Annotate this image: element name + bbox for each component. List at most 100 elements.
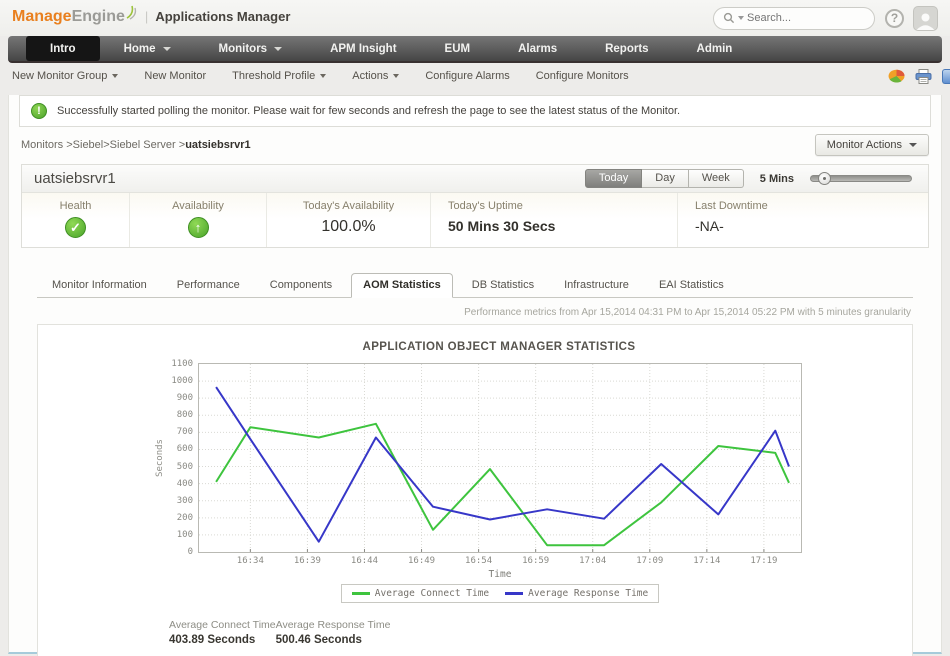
breadcrumb[interactable]: Monitors >Siebel>Siebel Server >uatsiebs… [21, 139, 251, 151]
period-button-week[interactable]: Week [688, 169, 744, 188]
x-tick-label: 16:34 [236, 556, 264, 566]
legend-entry: Average Connect Time [351, 588, 489, 599]
tab-aom-statistics[interactable]: AOM Statistics [351, 273, 453, 298]
stat-value: 50 Mins 30 Secs [448, 218, 556, 234]
y-axis-labels: 1100 1000 900 800 700 600 500 400 300 200 100 0 [167, 359, 198, 557]
x-tick-label: 17:14 [693, 556, 721, 566]
toolbar: New Monitor Group New Monitor Threshold Pr… [0, 63, 950, 89]
nav-tab-eum[interactable]: EUM [421, 36, 495, 61]
legend-label: Average Response Time [528, 588, 649, 599]
interval-slider-handle[interactable] [818, 172, 831, 185]
logo-engine-text: Engine [71, 7, 125, 25]
period-button-day[interactable]: Day [642, 169, 689, 188]
nav-tab-label: Alarms [518, 42, 558, 55]
interval-slider[interactable] [810, 172, 912, 185]
x-tick-label: 16:44 [350, 556, 379, 566]
toolbar-link-threshold-profile[interactable]: Threshold Profile [232, 70, 327, 82]
y-tick-label: 300 [176, 495, 193, 506]
nav-tab-label: Reports [605, 42, 649, 55]
period-toggle: Today Day Week [584, 169, 744, 188]
toolbar-link-actions[interactable]: Actions [352, 70, 400, 82]
series-average-connect-time [215, 422, 790, 547]
chevron-down-icon [112, 74, 119, 78]
toolbar-link-configure-monitors[interactable]: Configure Monitors [536, 70, 629, 82]
logo-manage-text: Manage [12, 7, 72, 25]
x-tick-label: 17:09 [636, 556, 664, 566]
nav-tab-label: EUM [444, 42, 471, 55]
y-tick-label: 1000 [171, 376, 193, 387]
chevron-down-icon [320, 74, 327, 78]
nav-tab-alarms[interactable]: Alarms [494, 36, 581, 61]
nav-tab-home[interactable]: Home [100, 36, 195, 61]
chart-panel: APPLICATION OBJECT MANAGER STATISTICS Se… [37, 324, 913, 656]
y-tick-label: 600 [176, 444, 193, 455]
reports-pie-icon[interactable] [888, 69, 905, 83]
x-tick-label: 16:54 [465, 556, 493, 566]
chevron-down-icon [393, 74, 400, 78]
help-icon[interactable]: ? [885, 8, 904, 28]
nav-tab-label: Admin [696, 42, 733, 55]
tab-performance[interactable]: Performance [176, 279, 240, 291]
nav-tab-label: Monitors [218, 42, 268, 55]
stat-label: Health [59, 200, 92, 212]
toolbar-link-label: New Monitor Group [12, 70, 108, 82]
chart-plot-area [198, 363, 802, 553]
tab-db-statistics[interactable]: DB Statistics [471, 279, 535, 291]
breadcrumb-current: uatsiebsrvr1 [185, 139, 251, 151]
search-scope-caret-icon[interactable] [738, 16, 744, 20]
tab-infrastructure[interactable]: Infrastructure [564, 279, 629, 291]
stat-value: -NA- [695, 218, 724, 234]
y-tick-label: 800 [176, 410, 193, 421]
nav-tab-monitors[interactable]: Monitors [195, 36, 307, 61]
tab-eai-statistics[interactable]: EAI Statistics [658, 279, 724, 291]
y-tick-label: 700 [176, 427, 193, 438]
search-input[interactable] [747, 12, 865, 24]
success-alert-icon: ! [31, 103, 47, 119]
chart-legend: Average Connect Time Average Response Tim… [340, 584, 660, 603]
tab-components[interactable]: Components [269, 279, 333, 291]
summary-label: Average Connect Time [169, 619, 276, 631]
toolbar-link-label: New Monitor [144, 70, 207, 82]
monitor-stats: Health ✓ Availability ↑ Today's Availability… [22, 193, 928, 247]
logo-separator: | [144, 8, 149, 24]
product-name: Applications Manager [155, 8, 291, 24]
stat-health: Health ✓ [22, 193, 130, 247]
edge-partial-icon[interactable] [942, 68, 950, 84]
toolbar-link-label: Configure Monitors [535, 70, 629, 82]
stat-value: 100.0% [321, 218, 376, 235]
monitor-title: uatsiebsrvr1 [34, 170, 116, 187]
main-navigation: Intro Home Monitors APM Insight EUM Alarms Rep… [8, 36, 942, 63]
search-box[interactable] [713, 6, 875, 30]
toolbar-link-label: Threshold Profile [232, 70, 316, 82]
period-button-today[interactable]: Today [584, 169, 643, 188]
nav-tab-reports[interactable]: Reports [581, 36, 672, 61]
user-avatar[interactable] [913, 5, 938, 31]
x-tick-label: 16:59 [522, 556, 550, 566]
stat-label: Today's Uptime [448, 200, 523, 212]
nav-tab-admin[interactable]: Admin [673, 36, 757, 61]
chart-summary: Average Connect Time 403.89 Seconds Averag… [169, 619, 912, 646]
stat-label: Today's Availability [302, 200, 395, 212]
chevron-down-icon [162, 46, 171, 51]
toolbar-link-configure-alarms[interactable]: Configure Alarms [425, 70, 509, 82]
x-tick-label: 16:39 [293, 556, 321, 566]
y-tick-label: 500 [176, 461, 193, 472]
success-alert-message: Successfully started polling the monitor… [57, 105, 681, 117]
series-average-response-time [215, 386, 790, 543]
tab-monitor-information[interactable]: Monitor Information [52, 279, 147, 291]
breadcrumb-path[interactable]: Monitors >Siebel>Siebel Server > [21, 139, 186, 151]
monitor-actions-button[interactable]: Monitor Actions [814, 134, 929, 156]
print-icon[interactable] [915, 68, 932, 84]
toolbar-link-label: Configure Alarms [425, 70, 510, 82]
nav-tab-apm-insight[interactable]: APM Insight [306, 36, 420, 61]
stat-label: Last Downtime [695, 200, 768, 212]
chart-title: APPLICATION OBJECT MANAGER STATISTICS [362, 341, 636, 353]
nav-tab-intro[interactable]: Intro [26, 36, 100, 61]
toolbar-link-new-monitor-group[interactable]: New Monitor Group [12, 70, 119, 82]
poll-interval-label: 5 Mins [759, 172, 794, 185]
toolbar-link-new-monitor[interactable]: New Monitor [144, 70, 206, 82]
x-axis-labels: 16:34 16:39 16:44 16:49 16:54 16:59 17:04 17:09… [198, 556, 802, 568]
summary-average-response-time: Average Response Time 500.46 Seconds [276, 619, 391, 646]
success-alert: ! Successfully started polling the monit… [19, 95, 931, 127]
summary-value: 403.89 Seconds [169, 634, 256, 646]
